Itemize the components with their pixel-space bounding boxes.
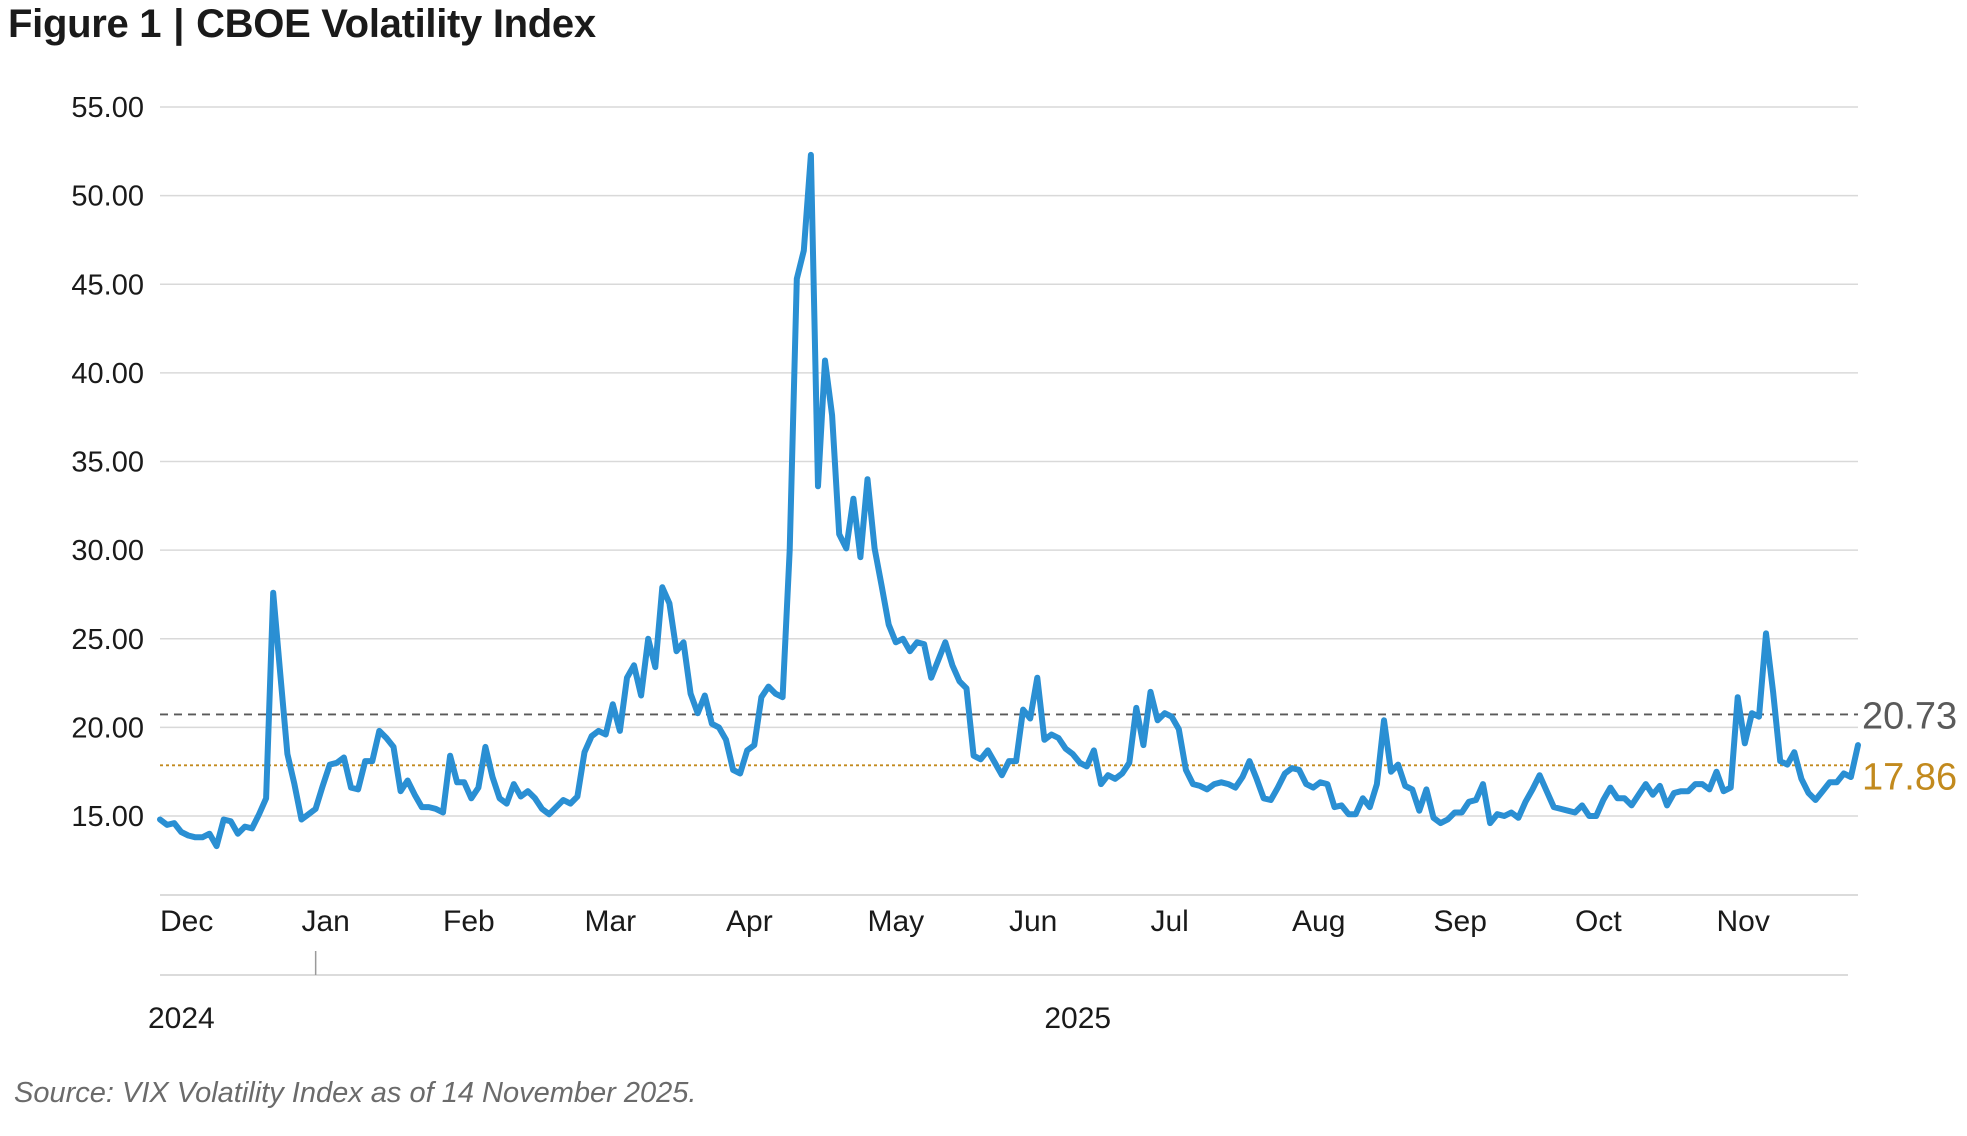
- y-axis-ticks: 55.00 50.00 45.00 40.00 35.00 30.00 25.00 20.00…: [71, 92, 144, 833]
- y-tick-label: 45.00: [71, 269, 144, 301]
- y-tick-label: 50.00: [71, 181, 144, 213]
- x-axis: Dec Jan Feb Mar Apr May Jun Jul Aug Sep Oct Nov 2024…: [148, 894, 1858, 1035]
- x-tick-label: Jan: [302, 905, 350, 938]
- vix-series-line: [157, 151, 1861, 850]
- series-layer: [157, 151, 1861, 850]
- y-tick-label: 40.00: [71, 358, 144, 390]
- x-tick-label: Sep: [1434, 905, 1487, 938]
- x-tick-label: Oct: [1575, 905, 1622, 938]
- figure-title-separator: |: [173, 2, 185, 46]
- figure-label: Figure 1: [8, 2, 162, 46]
- y-tick-label: 55.00: [71, 92, 144, 124]
- y-tick-label: 20.00: [71, 712, 144, 744]
- x-tick-label: Jun: [1009, 905, 1057, 938]
- x-tick-label: Mar: [585, 905, 637, 938]
- x-tick-label: Dec: [160, 905, 213, 938]
- figure-title: Figure 1 | CBOE Volatility Index: [8, 0, 596, 48]
- average-level-label: 17.86: [1862, 756, 1957, 798]
- y-tick-label: 35.00: [71, 447, 144, 479]
- x-tick-label: Jul: [1151, 905, 1189, 938]
- x-tick-label: May: [868, 905, 925, 938]
- figure-title-text: CBOE Volatility Index: [196, 2, 596, 46]
- source-note: Source: VIX Volatility Index as of 14 No…: [14, 1077, 697, 1109]
- year-label: 2025: [1044, 1002, 1111, 1035]
- x-tick-label: Nov: [1717, 905, 1770, 938]
- current-level-label: 20.73: [1862, 695, 1957, 737]
- x-tick-label: Apr: [726, 905, 773, 938]
- x-tick-label: Feb: [443, 905, 495, 938]
- year-label: 2024: [148, 1002, 215, 1035]
- reference-lines: 20.73 17.86: [160, 695, 1957, 798]
- grid-lines: [160, 106, 1858, 817]
- y-tick-label: 15.00: [71, 801, 144, 833]
- y-tick-label: 25.00: [71, 624, 144, 656]
- y-tick-label: 30.00: [71, 535, 144, 567]
- x-tick-label: Aug: [1292, 905, 1345, 938]
